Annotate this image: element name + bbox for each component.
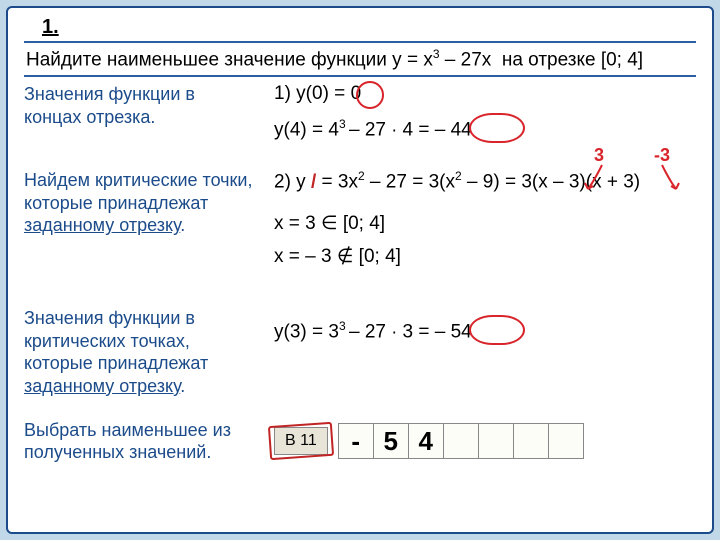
label-choose: Выбрать наименьшее из полученных значени… [24,419,264,464]
title-number: 1. [42,16,696,39]
critvalues-work: y(3) = 33 – 27 · 3 = – 54 [254,307,696,407]
label-critical: Найдем критические точки, которые принад… [24,169,254,299]
row-critvalues: Значения функции в критических точках, к… [24,307,696,407]
answer-cell: - [339,424,374,458]
page: 1. Найдите наименьшее значение функции y… [0,0,720,540]
label-endpoints: Значения функции в концах отрезка. [24,83,254,155]
root-label-minus3: -3 [654,145,670,166]
critical-work: 2) y / = 3x2 – 27 = 3(x2 – 9) = 3(x – 3)… [254,169,696,299]
endpoint-y0: 1) y(0) = 0 [274,83,696,105]
y0-prefix: 1) y(0) = [274,83,351,104]
circle-minus44 [469,113,525,143]
endpoint-y4: y(4) = 43 – 27 · 4 = – 44 [274,117,696,141]
root-label-3: 3 [594,145,604,166]
answer-cell [514,424,549,458]
divider-under-problem [24,75,696,77]
divider-top [24,41,696,43]
answer-stamp: В 11 [274,427,328,455]
endpoints-work: 1) y(0) = 0 y(4) = 43 – 27 · 4 = – 44 [254,83,696,155]
circle-minus54 [469,315,525,345]
row-critical: Найдем критические точки, которые принад… [24,169,696,299]
derivative-line: 2) y / = 3x2 – 27 = 3(x2 – 9) = 3(x – 3)… [274,169,696,193]
answer-grid: - 5 4 [338,423,584,459]
row-answer: Выбрать наименьшее из полученных значени… [24,413,696,469]
answer-area: В 11 - 5 4 [264,423,696,459]
y3-line: y(3) = 33 – 27 · 3 = – 54 [274,319,696,343]
main-frame: 1. Найдите наименьшее значение функции y… [6,6,714,534]
answer-cell [479,424,514,458]
label-critvalues: Значения функции в критических точках, к… [24,307,254,407]
x-not-in-interval: x = – 3 ∉ [0; 4] [274,245,696,268]
answer-cell [444,424,479,458]
x-in-interval: x = 3 ∈ [0; 4] [274,212,696,235]
y0-value: 0 [351,83,362,104]
answer-cell: 5 [374,424,409,458]
answer-cell: 4 [409,424,444,458]
answer-cell [549,424,583,458]
problem-statement: Найдите наименьшее значение функции y = … [26,47,696,71]
stamp-text: В 11 [285,432,317,449]
